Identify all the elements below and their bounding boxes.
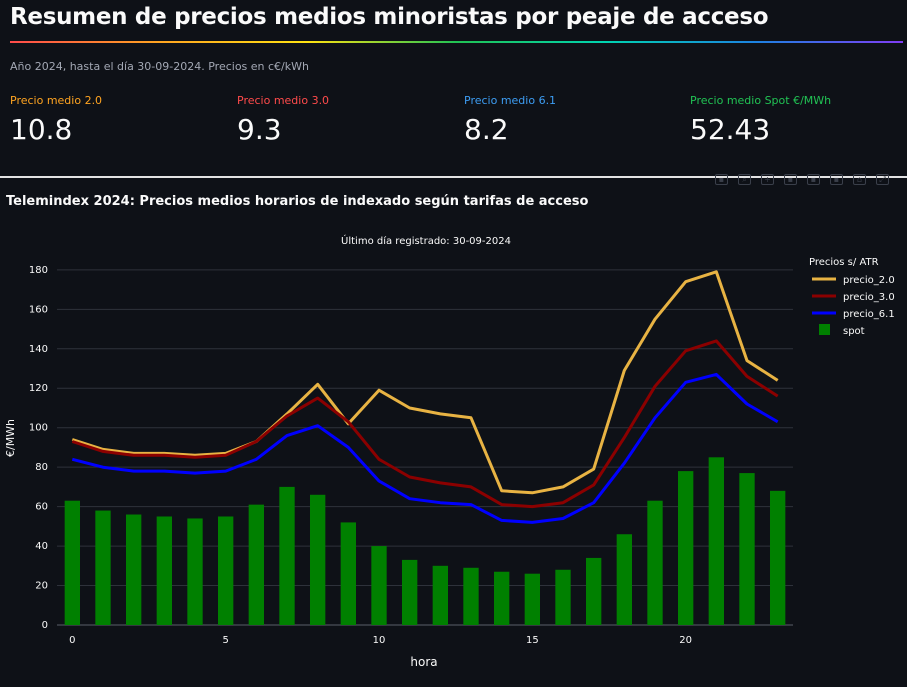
- zoom-icon[interactable]: ⌕: [738, 174, 751, 185]
- spot-bar: [187, 518, 203, 625]
- spot-bar: [678, 471, 694, 625]
- metric-value: 9.3: [237, 113, 282, 146]
- series-line-precio_2-0: [71, 270, 779, 495]
- spot-bar: [494, 571, 510, 625]
- spot-bar: [64, 500, 80, 625]
- spot-bar: [586, 557, 602, 625]
- fullscreen-icon[interactable]: ⤢: [876, 174, 889, 185]
- zoom-out-icon[interactable]: ▪: [807, 174, 820, 185]
- chart-title: Telemindex 2024: Precios medios horarios…: [6, 194, 589, 209]
- reset-icon[interactable]: ⌂: [853, 174, 866, 185]
- y-tick-label: 120: [29, 383, 48, 394]
- spot-bar: [279, 486, 295, 625]
- x-axis-label: hora: [410, 655, 437, 669]
- y-tick-label: 160: [29, 304, 48, 315]
- spot-bar: [708, 457, 724, 625]
- camera-icon[interactable]: ▪: [715, 174, 728, 185]
- metric-precio-3-0: Precio medio 3.0 9.3: [237, 94, 329, 146]
- y-tick-label: 80: [35, 462, 48, 473]
- y-tick-labels: 0 20 40 60 80 100 120 140 160 180: [29, 265, 48, 631]
- spot-bar: [555, 569, 571, 625]
- y-tick-label: 40: [35, 541, 48, 552]
- metric-precio-6-1: Precio medio 6.1 8.2: [464, 94, 556, 146]
- x-tick-label: 10: [373, 635, 386, 646]
- pan-icon[interactable]: +: [761, 174, 774, 185]
- metric-label: Precio medio 3.0: [237, 94, 330, 107]
- x-tick-labels: 0 5 10 15 20: [69, 635, 692, 646]
- metric-label: Precio medio 2.0: [10, 94, 103, 107]
- y-tick-label: 100: [29, 423, 48, 434]
- metric-value: 52.43: [690, 113, 771, 146]
- spot-bar: [126, 514, 142, 625]
- chart-svg: Último día registrado: 30-09-2024 0 20 40 6…: [4, 234, 895, 669]
- y-axis-label: €/MWh: [4, 419, 17, 457]
- section-divider: [0, 176, 907, 178]
- y-tick-label: 0: [42, 620, 48, 631]
- legend-entry: precio_3.0: [843, 292, 895, 303]
- spot-bar: [739, 473, 755, 625]
- x-tick-label: 5: [222, 635, 228, 646]
- spot-bar: [647, 500, 663, 625]
- spot-bar: [616, 534, 632, 625]
- price-lines: [71, 270, 779, 524]
- spot-bars: [64, 457, 786, 625]
- spot-bar: [156, 516, 172, 625]
- chart-panel: ▪ ⌕ + ▪ ▪ ▪ ⌂ ⤢ Telemindex 2024: Precios…: [0, 174, 907, 687]
- legend: Precios s/ ATR precio_2.0 precio_3.0preci…: [809, 257, 895, 337]
- y-tick-label: 180: [29, 265, 48, 276]
- legend-entry: precio_2.0: [843, 275, 895, 286]
- metric-precio-2-0: Precio medio 2.0 10.8: [10, 94, 102, 146]
- y-tick-label: 20: [35, 581, 48, 592]
- y-tick-label: 60: [35, 502, 48, 513]
- x-tick-label: 15: [526, 635, 539, 646]
- spot-bar: [402, 559, 418, 625]
- metric-label: Precio medio Spot €/MWh: [690, 94, 832, 107]
- page-subtitle: Año 2024, hasta el día 30-09-2024. Preci…: [10, 60, 309, 73]
- autoscale-icon[interactable]: ▪: [830, 174, 843, 185]
- spot-bar: [524, 573, 540, 625]
- page-title: Resumen de precios medios minoristas por…: [10, 4, 769, 30]
- spot-bar: [770, 490, 786, 625]
- legend-entry: spot: [843, 326, 865, 337]
- spot-bar: [95, 510, 111, 625]
- x-tick-label: 0: [69, 635, 75, 646]
- title-divider: [10, 41, 903, 43]
- metric-label: Precio medio 6.1: [464, 94, 557, 107]
- series-line-precio_6-1: [71, 372, 779, 524]
- series-line-precio_3-0: [71, 339, 779, 509]
- spot-bar: [463, 567, 479, 625]
- chart-subtitle: Último día registrado: 30-09-2024: [341, 234, 511, 247]
- spot-bar: [340, 522, 356, 625]
- x-tick-label: 20: [679, 635, 692, 646]
- legend-entry: precio_6.1: [843, 309, 895, 320]
- legend-swatch: [819, 324, 830, 335]
- metric-precio-spot: Precio medio Spot €/MWh 52.43: [690, 94, 831, 146]
- metric-value: 8.2: [464, 113, 509, 146]
- zoom-in-icon[interactable]: ▪: [784, 174, 797, 185]
- legend-title: Precios s/ ATR: [809, 257, 879, 268]
- chart-toolbar: ▪ ⌕ + ▪ ▪ ▪ ⌂ ⤢: [715, 174, 889, 185]
- spot-bar: [310, 494, 326, 625]
- spot-bar: [218, 516, 234, 625]
- spot-bar: [248, 504, 264, 625]
- metric-value: 10.8: [10, 113, 73, 146]
- grid-lines: [57, 269, 793, 626]
- spot-bar: [432, 565, 448, 625]
- y-tick-label: 140: [29, 344, 48, 355]
- spot-bar: [371, 546, 387, 625]
